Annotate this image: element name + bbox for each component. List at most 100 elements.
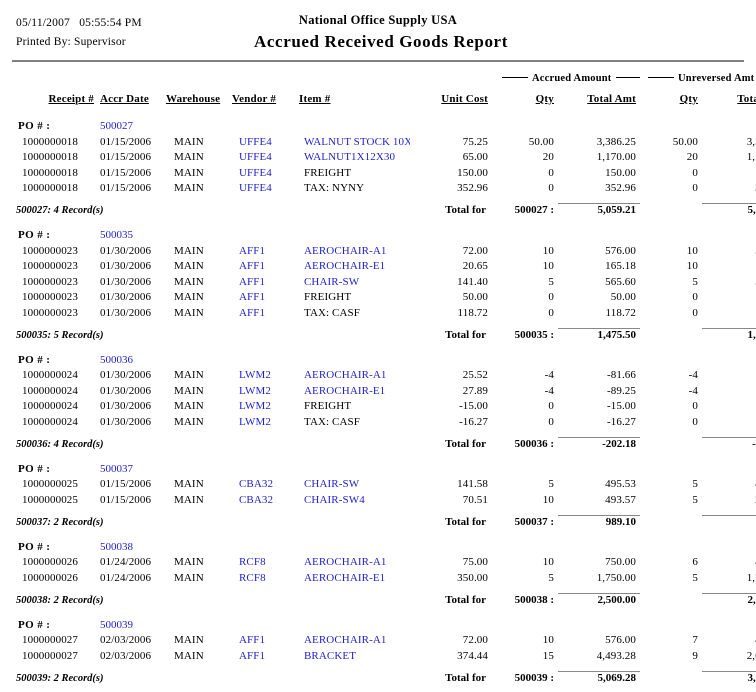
cell-unrev-qty: -4 (640, 366, 702, 381)
total-unreversed-amount-text: 2,200.00 (702, 592, 756, 606)
total-for-label: Total for (410, 319, 492, 341)
cell-accr-date-text: 01/15/2006 (100, 182, 152, 194)
cell-accr-date-text: 01/15/2006 (100, 166, 152, 179)
po-group-header: PO # : 500035 (6, 223, 756, 241)
cell-item: TAX: NYNY (297, 179, 410, 194)
po-number-cell[interactable]: 500036 (98, 348, 756, 366)
cell-unrev-total-text: 1,750.00 (746, 571, 756, 584)
cell-accrued-total: 576.00 (558, 241, 640, 257)
table-row: 1000000026 01/24/2006 MAIN RCF8 AEROCHAIR-A1… (6, 553, 756, 568)
cell-receipt: 1000000023 (6, 303, 98, 319)
cell-vendor-text: UFFE4 (239, 182, 272, 194)
cell-accrued-qty: -4 (492, 366, 558, 381)
cell-receipt: 1000000026 (6, 553, 98, 568)
cell-unrev-qty: 0 (640, 303, 702, 319)
total-po-number-text: 500038 : (514, 593, 554, 606)
cell-vendor: AFF1 (230, 257, 297, 272)
cell-vendor-text: LWM2 (239, 415, 271, 428)
cell-unit-cost: 150.00 (410, 163, 492, 179)
cell-warehouse: MAIN (164, 366, 230, 381)
cell-accr-date-text: 01/30/2006 (100, 244, 152, 257)
cell-accr-date: 01/30/2006 (98, 257, 164, 272)
total-for-label: Total for (410, 662, 492, 684)
total-accrued-amount-text: 5,069.28 (558, 670, 640, 684)
po-number-label: PO # : (6, 348, 98, 366)
cell-vendor-text: LWM2 (239, 400, 271, 412)
po-number-label: PO # : (6, 114, 98, 132)
cell-unrev-total-text: 495.53 (702, 478, 756, 490)
cell-accrued-total: 576.00 (558, 631, 640, 646)
cell-accrued-total-text: -89.25 (606, 384, 636, 397)
cell-unrev-qty: 10 (640, 241, 702, 257)
total-unreversed-amount-text: -202.18 (702, 436, 756, 450)
cell-unrev-total: 450.00 (702, 553, 756, 568)
po-number-link[interactable]: 500027 (100, 120, 133, 132)
po-group-total-row: 500035: 5 Record(s) Total for 500035 : 1,47… (6, 319, 756, 341)
cell-accrued-total: 4,493.28 (558, 646, 640, 662)
cell-accr-date: 01/30/2006 (98, 412, 164, 428)
cell-unrev-total: 50.00 (702, 288, 756, 304)
cell-vendor-text: AFF1 (239, 634, 266, 646)
po-number-cell[interactable]: 500039 (98, 613, 756, 631)
po-number-cell[interactable]: 500038 (98, 535, 756, 553)
total-po-number-text: 500036 : (514, 437, 554, 450)
col-header-unrev-qty: Qty (640, 86, 702, 107)
total-po-number: 500036 : (492, 428, 558, 450)
cell-receipt-text: 1000000026 (22, 556, 78, 568)
row-spacer (6, 216, 756, 223)
total-po-number: 500035 : (492, 319, 558, 341)
po-number-cell[interactable]: 500027 (98, 114, 756, 132)
cell-accrued-total: 750.00 (558, 553, 640, 568)
col-header-accrued-total: Total Amt (558, 86, 640, 107)
cell-accrued-qty-text: -4 (544, 384, 554, 397)
po-number-cell[interactable]: 500035 (98, 223, 756, 241)
cell-vendor: CBA32 (230, 475, 297, 490)
cell-item: BRACKET (297, 646, 410, 662)
cell-unit-cost-text: 75.25 (462, 135, 488, 148)
cell-accr-date-text: 01/30/2006 (100, 275, 152, 288)
record-count: 500035: 5 Record(s) (6, 319, 297, 341)
cell-accrued-qty-text: 50.00 (528, 135, 554, 148)
cell-vendor: AFF1 (230, 646, 297, 662)
po-group-header: PO # : 500037 (6, 457, 756, 475)
cell-unit-cost-text: 75.00 (462, 556, 488, 568)
cell-item-text: CHAIR-SW4 (304, 493, 365, 506)
row-spacer-cell (6, 107, 756, 114)
cell-accrued-total: 150.00 (558, 163, 640, 179)
cell-vendor-text: UFFE4 (239, 135, 272, 148)
po-number-link[interactable]: 500039 (100, 618, 133, 631)
cell-unrev-qty-text: 5 (692, 478, 698, 490)
po-number-link[interactable]: 500036 (100, 353, 133, 366)
cell-unrev-total: 118.72 (702, 303, 756, 319)
cell-warehouse-text: MAIN (174, 182, 204, 194)
cell-unrev-total-text: 50.00 (702, 291, 756, 303)
table-row: 1000000024 01/30/2006 MAIN LWM2 AEROCHAIR-A1… (6, 366, 756, 381)
total-po-number-text: 500037 : (514, 515, 554, 528)
column-band-row: Accrued Amount Unreversed Amt (6, 70, 756, 86)
cell-warehouse: MAIN (164, 148, 230, 163)
po-number-link[interactable]: 500035 (100, 229, 133, 241)
cell-accrued-qty: 0 (492, 288, 558, 303)
total-accrued-amount: 1,475.50 (558, 319, 640, 341)
po-number-link[interactable]: 500037 (100, 462, 133, 475)
cell-unrev-total: 150.00 (702, 163, 756, 179)
po-number-cell[interactable]: 500037 (98, 457, 756, 475)
cell-warehouse-text: MAIN (174, 291, 204, 303)
col-header-unit-cost-text: Unit Cost (441, 93, 488, 105)
cell-item-text: BRACKET (304, 649, 357, 662)
po-group-header: PO # : 500036 (6, 348, 756, 366)
po-number-link[interactable]: 500038 (100, 540, 133, 553)
cell-vendor: AFF1 (230, 241, 297, 257)
cell-vendor-text: AFF1 (239, 649, 266, 662)
cell-receipt-text: 1000000027 (22, 649, 78, 662)
cell-receipt: 1000000024 (6, 397, 98, 412)
cell-accr-date: 01/15/2006 (98, 163, 164, 179)
cell-accrued-total-text: 4,493.28 (596, 649, 636, 662)
cell-unit-cost: 350.00 (410, 568, 492, 584)
cell-unit-cost: 65.00 (410, 148, 492, 163)
total-unreversed-amount: 1,475.50 (702, 319, 756, 341)
total-blank-cell-2 (640, 584, 702, 606)
cell-item: AEROCHAIR-E1 (297, 568, 410, 584)
cell-item-text: FREIGHT (304, 166, 352, 179)
cell-accrued-qty: 5 (492, 272, 558, 288)
